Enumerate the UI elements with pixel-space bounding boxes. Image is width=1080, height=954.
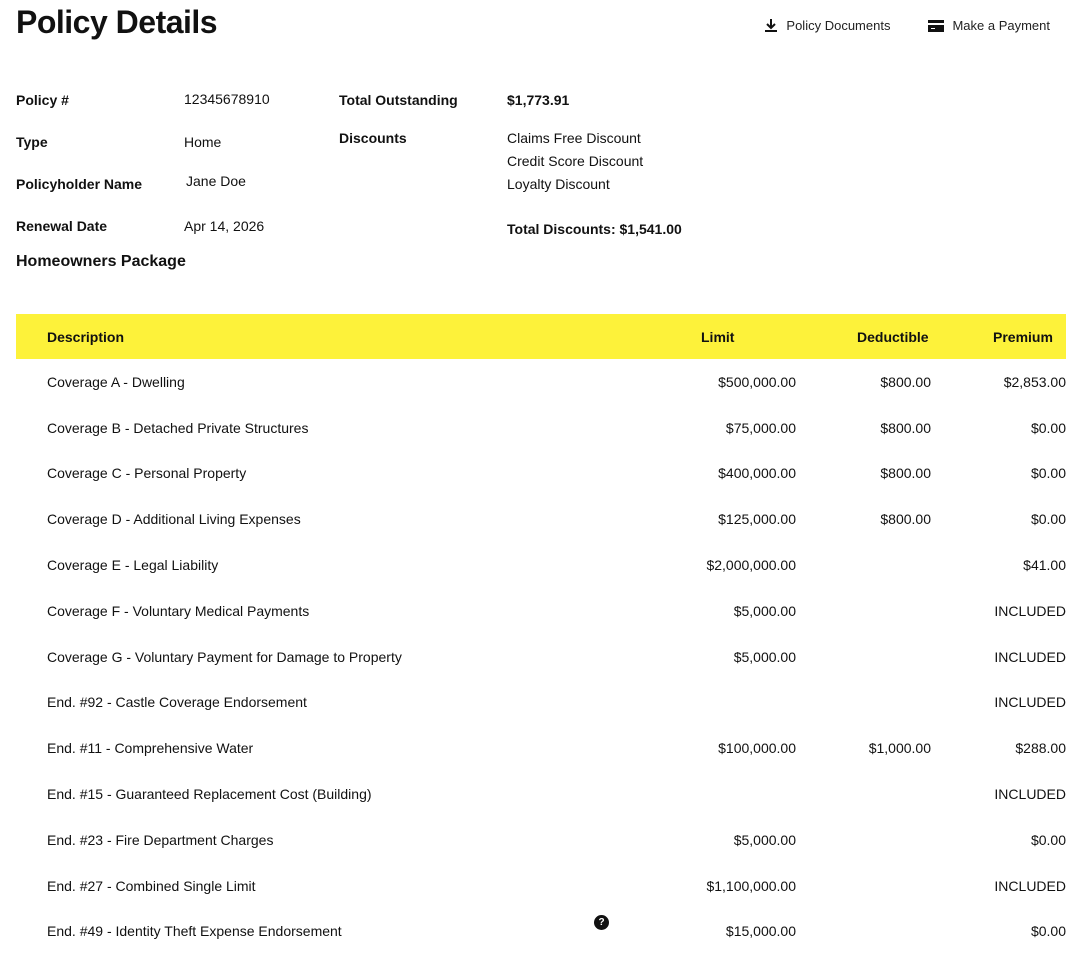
table-header: Description Limit Deductible Premium bbox=[16, 314, 1066, 359]
make-payment-label: Make a Payment bbox=[952, 18, 1050, 33]
table-row: Coverage F - Voluntary Medical Payments $… bbox=[16, 588, 1066, 634]
policy-number-label: Policy # bbox=[16, 92, 69, 108]
table-row: End. #15 - Guaranteed Replacement Cost (… bbox=[16, 771, 1066, 817]
policy-documents-label: Policy Documents bbox=[786, 18, 891, 33]
cell-deductible: $800.00 bbox=[880, 373, 931, 390]
cell-limit: $125,000.00 bbox=[718, 511, 796, 528]
make-payment-link[interactable]: Make a Payment bbox=[928, 18, 1050, 33]
discounts-label: Discounts bbox=[339, 130, 407, 146]
download-icon bbox=[765, 19, 778, 32]
table-row: Coverage A - Dwelling $500,000.00 $800.00 $… bbox=[16, 359, 1066, 405]
policyholder-label: Policyholder Name bbox=[16, 176, 143, 192]
cell-premium: $0.00 bbox=[1030, 465, 1066, 482]
cell-premium: $2,853.00 bbox=[1003, 373, 1066, 390]
header-deductible: Deductible bbox=[857, 328, 929, 345]
cell-description: End. #23 - Fire Department Charges bbox=[47, 831, 274, 848]
cell-limit: $100,000.00 bbox=[718, 740, 796, 757]
cell-description: Coverage D - Additional Living Expenses bbox=[47, 511, 301, 528]
cell-limit: $5,000.00 bbox=[733, 602, 796, 619]
cell-deductible: $800.00 bbox=[880, 419, 931, 436]
discount-item: Loyalty Discount bbox=[507, 176, 610, 192]
type-value: Home bbox=[184, 134, 222, 150]
cell-deductible: $800.00 bbox=[880, 511, 931, 528]
total-discounts: Total Discounts: $1,541.00 bbox=[507, 221, 682, 237]
renewal-value: Apr 14, 2026 bbox=[184, 218, 265, 234]
cell-description: Coverage E - Legal Liability bbox=[47, 557, 219, 574]
type-label: Type bbox=[16, 134, 48, 150]
cell-premium: INCLUDED bbox=[994, 648, 1066, 665]
header-limit: Limit bbox=[701, 328, 735, 345]
cell-deductible: $1,000.00 bbox=[868, 740, 931, 757]
cell-premium: INCLUDED bbox=[994, 694, 1066, 711]
help-icon[interactable]: ? bbox=[594, 915, 609, 931]
cell-premium: $0.00 bbox=[1030, 831, 1066, 848]
table-row: Coverage G - Voluntary Payment for Damag… bbox=[16, 634, 1066, 680]
policyholder-value: Jane Doe bbox=[186, 173, 246, 189]
outstanding-label: Total Outstanding bbox=[339, 92, 458, 108]
table-row: End. #49 - Identity Theft Expense Endors… bbox=[16, 909, 1066, 954]
credit-card-icon bbox=[928, 19, 945, 32]
cell-limit: $500,000.00 bbox=[718, 373, 796, 390]
cell-description: End. #11 - Comprehensive Water bbox=[47, 740, 254, 757]
cell-description: End. #15 - Guaranteed Replacement Cost (… bbox=[47, 786, 372, 803]
cell-premium: $288.00 bbox=[1015, 740, 1066, 757]
table-row: Coverage D - Additional Living Expenses $… bbox=[16, 496, 1066, 542]
cell-limit: $15,000.00 bbox=[725, 923, 796, 940]
discount-item: Claims Free Discount bbox=[507, 130, 641, 146]
renewal-label: Renewal Date bbox=[16, 218, 108, 234]
description-text: End. #49 - Identity Theft Expense Endors… bbox=[47, 923, 342, 940]
cell-description: End. #49 - Identity Theft Expense Endors… bbox=[47, 915, 621, 940]
cell-limit: $75,000.00 bbox=[725, 419, 796, 436]
table-row: Coverage E - Legal Liability $2,000,000.0… bbox=[16, 542, 1066, 588]
cell-premium: INCLUDED bbox=[994, 877, 1066, 894]
table-row: End. #92 - Castle Coverage Endorsement IN… bbox=[16, 680, 1066, 726]
cell-premium: $0.00 bbox=[1030, 511, 1066, 528]
cell-description: End. #92 - Castle Coverage Endorsement bbox=[47, 694, 307, 711]
cell-description: Coverage B - Detached Private Structures bbox=[47, 419, 309, 436]
outstanding-value: $1,773.91 bbox=[507, 92, 570, 108]
header-premium: Premium bbox=[993, 328, 1053, 345]
coverage-table: Description Limit Deductible Premium Cov… bbox=[16, 314, 1066, 954]
cell-limit: $400,000.00 bbox=[718, 465, 796, 482]
cell-limit: $5,000.00 bbox=[733, 648, 796, 665]
cell-limit: $1,100,000.00 bbox=[706, 877, 796, 894]
table-row: Coverage B - Detached Private Structures… bbox=[16, 405, 1066, 451]
cell-description: End. #27 - Combined Single Limit bbox=[47, 877, 256, 894]
cell-premium: $41.00 bbox=[1023, 557, 1066, 574]
policy-number: 12345678910 bbox=[184, 91, 270, 107]
cell-description: Coverage G - Voluntary Payment for Damag… bbox=[47, 648, 402, 665]
cell-premium: $0.00 bbox=[1030, 923, 1066, 940]
header-description: Description bbox=[47, 328, 125, 345]
cell-description: Coverage A - Dwelling bbox=[47, 373, 185, 390]
package-title: Homeowners Package bbox=[16, 253, 186, 270]
cell-premium: INCLUDED bbox=[994, 602, 1066, 619]
cell-premium: INCLUDED bbox=[994, 786, 1066, 803]
page-title: Policy Details bbox=[16, 4, 218, 40]
policy-documents-link[interactable]: Policy Documents bbox=[764, 18, 890, 33]
table-row: End. #27 - Combined Single Limit $1,100,0… bbox=[16, 863, 1066, 909]
cell-description: Coverage F - Voluntary Medical Payments bbox=[47, 602, 310, 619]
table-row: Coverage C - Personal Property $400,000.0… bbox=[16, 451, 1066, 497]
cell-deductible: $800.00 bbox=[880, 465, 931, 482]
table-row: End. #23 - Fire Department Charges $5,000… bbox=[16, 817, 1066, 863]
cell-limit: $5,000.00 bbox=[733, 831, 796, 848]
discount-item: Credit Score Discount bbox=[507, 153, 644, 169]
table-row: End. #11 - Comprehensive Water $100,000.0… bbox=[16, 725, 1066, 771]
cell-description: Coverage C - Personal Property bbox=[47, 465, 247, 482]
cell-premium: $0.00 bbox=[1030, 419, 1066, 436]
cell-limit: $2,000,000.00 bbox=[706, 557, 796, 574]
